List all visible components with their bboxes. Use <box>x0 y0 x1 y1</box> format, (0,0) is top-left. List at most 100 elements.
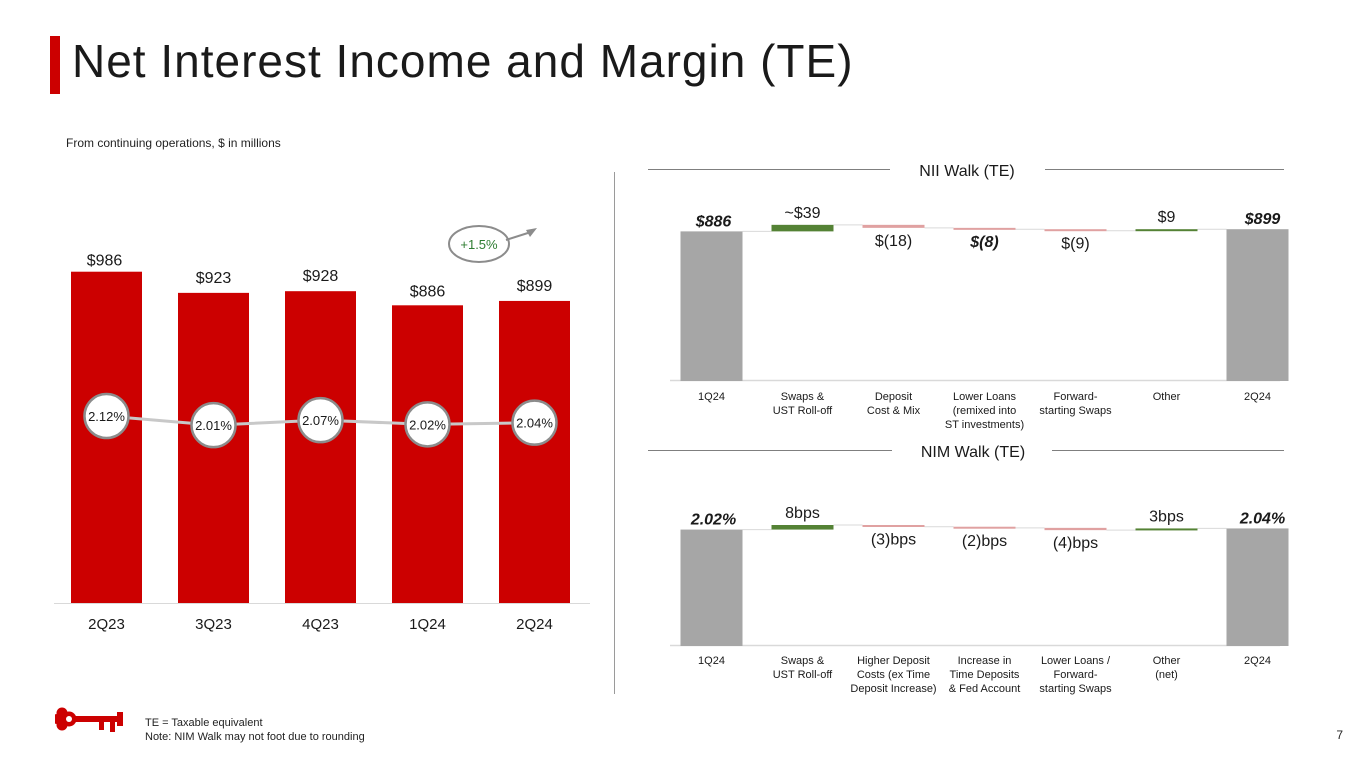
walk-category-label: Other <box>1153 391 1181 403</box>
growth-arrow-head <box>526 228 537 237</box>
walk-category-label-line: Costs (ex Time <box>857 669 930 681</box>
vertical-divider <box>614 172 615 694</box>
walk-category-label-line: Other <box>1153 655 1181 667</box>
title-accent-bar <box>50 36 60 94</box>
walk-category-label-line: starting Swaps <box>1039 683 1112 695</box>
growth-annotation-bubble <box>448 225 510 263</box>
nii-bar <box>392 305 463 603</box>
x-tick-label: 3Q23 <box>195 616 232 633</box>
walk-category-label-line: Higher Deposit <box>857 655 930 667</box>
growth-annotation-label: +1.5% <box>460 237 498 252</box>
nii-walk-chart: NII Walk (TE) $886 1Q24 ~$39 Swaps & UST Roll… <box>648 163 1289 431</box>
walk-title: NII Walk (TE) <box>919 163 1014 180</box>
walk-category-label-line: 2Q24 <box>1244 655 1271 667</box>
walk-category-label: 2Q24 <box>1244 655 1271 667</box>
nim-point-marker <box>511 399 558 446</box>
walk-category-label-line: 1Q24 <box>698 391 725 403</box>
walk-bar <box>771 525 834 530</box>
walk-bar-value-label: $(18) <box>875 233 912 250</box>
walk-category-label-line: Other <box>1153 391 1181 403</box>
nim-point-marker <box>297 396 344 444</box>
walk-bar-value-label: (3)bps <box>871 532 916 549</box>
walk-category-label-line: 2Q24 <box>1244 391 1271 403</box>
walk-bar <box>953 526 1016 529</box>
walk-bar-value-label: $9 <box>1158 209 1176 226</box>
walk-category-label-line: Increase in <box>958 655 1012 667</box>
walk-category-label-line: Swaps & <box>781 655 825 667</box>
walk-bar <box>1044 229 1107 232</box>
walk-bar <box>862 224 925 228</box>
walk-category-label: 1Q24 <box>698 391 725 403</box>
x-tick-label: 4Q23 <box>302 616 339 633</box>
walk-category-label-line: Swaps & <box>781 391 825 403</box>
walk-bar <box>953 227 1016 230</box>
walk-category-label: Lower Loans (remixed into ST investments) <box>945 391 1024 431</box>
walk-bar-value-label: (4)bps <box>1053 535 1098 552</box>
walk-title: NIM Walk (TE) <box>921 444 1025 461</box>
walk-category-label-line: Time Deposits <box>950 669 1020 681</box>
walk-category-label-line: Lower Loans <box>953 391 1016 403</box>
nii-bar-value-label: $886 <box>410 283 446 300</box>
walk-category-label: 2Q24 <box>1244 391 1271 403</box>
nim-point-label: 2.01% <box>195 418 232 433</box>
x-tick-label: 2Q23 <box>88 616 125 633</box>
nim-point-label: 2.07% <box>302 413 339 428</box>
walk-bar-value-label: $(8) <box>969 234 998 251</box>
walk-category-label-line: & Fed Account <box>949 683 1021 695</box>
walk-bar <box>862 525 925 527</box>
walk-bar <box>1226 528 1289 646</box>
walk-bar <box>771 224 834 232</box>
walk-bar-value-label: (2)bps <box>962 533 1007 550</box>
page-number: 7 <box>1336 728 1343 742</box>
walk-bar-value-label: 3bps <box>1149 508 1184 525</box>
walk-category-label-line: ST investments) <box>945 419 1024 431</box>
walk-category-label: Higher Deposit Costs (ex Time Deposit Incr… <box>850 655 936 695</box>
nii-bar-value-label: $899 <box>517 278 553 295</box>
walk-category-label-line: Forward- <box>1053 669 1097 681</box>
walk-category-label-line: 1Q24 <box>698 655 725 667</box>
nii-bar-value-label: $986 <box>87 253 123 270</box>
walk-category-label-line: Forward- <box>1053 391 1097 403</box>
walk-bar-value-label: $886 <box>695 213 732 230</box>
walk-category-label: Forward-starting Swaps <box>1039 391 1112 417</box>
walk-category-label-line: Cost & Mix <box>867 405 921 417</box>
walk-category-label: Other (net) <box>1153 655 1181 681</box>
walk-bar <box>680 231 743 381</box>
walk-bar-value-label: $899 <box>1244 211 1281 228</box>
page-subtitle: From continuing operations, $ in million… <box>66 136 281 150</box>
nii-nim-quarterly-chart: $986 2Q23 $923 3Q23 $928 4Q23 $886 1Q24 $899 2Q24… <box>54 225 590 633</box>
walk-category-label-line: Deposit Increase) <box>850 683 936 695</box>
walk-bar-value-label: ~$39 <box>784 205 820 222</box>
walk-category-label: Swaps & UST Roll-off <box>773 655 833 681</box>
walk-bar <box>1135 229 1198 232</box>
walk-bar-value-label: 8bps <box>785 505 820 522</box>
walk-category-label: Lower Loans / Forward-starting Swaps <box>1039 655 1112 695</box>
growth-arrow-line <box>505 231 532 241</box>
nii-bar-value-label: $923 <box>196 270 232 287</box>
walk-bar-value-label: $(9) <box>1061 236 1089 253</box>
nim-point-marker <box>83 392 130 440</box>
walk-category-label-line: (remixed into <box>953 405 1017 417</box>
nim-point-label: 2.12% <box>88 409 125 424</box>
walk-category-label: Deposit Cost & Mix <box>867 391 921 417</box>
key-logo <box>55 707 123 732</box>
nim-point-label: 2.02% <box>409 417 446 432</box>
x-tick-label: 1Q24 <box>409 616 446 633</box>
walk-category-label: Swaps & UST Roll-off <box>773 391 833 417</box>
walk-category-label-line: UST Roll-off <box>773 669 833 681</box>
footnote-te: TE = Taxable equivalent <box>145 717 263 729</box>
walk-bar-value-label: 2.02% <box>690 512 736 529</box>
walk-bar-value-label: 2.04% <box>1239 510 1285 527</box>
nim-walk-chart: NIM Walk (TE) 2.02% 1Q24 8bps Swaps & UST Rol… <box>648 444 1289 695</box>
walk-category-label: 1Q24 <box>698 655 725 667</box>
nim-point-label: 2.04% <box>516 416 553 431</box>
footnote-nim: Note: NIM Walk may not foot due to round… <box>145 731 365 743</box>
nim-point-marker <box>404 401 451 448</box>
walk-category-label-line: Lower Loans / <box>1041 655 1111 667</box>
walk-bar <box>680 529 743 646</box>
nii-bar <box>285 291 356 603</box>
walk-category-label: Increase in Time Deposits & Fed Account <box>949 655 1021 695</box>
walk-bar <box>1226 229 1289 381</box>
walk-bar <box>1135 528 1198 531</box>
nim-point-marker <box>190 401 237 449</box>
